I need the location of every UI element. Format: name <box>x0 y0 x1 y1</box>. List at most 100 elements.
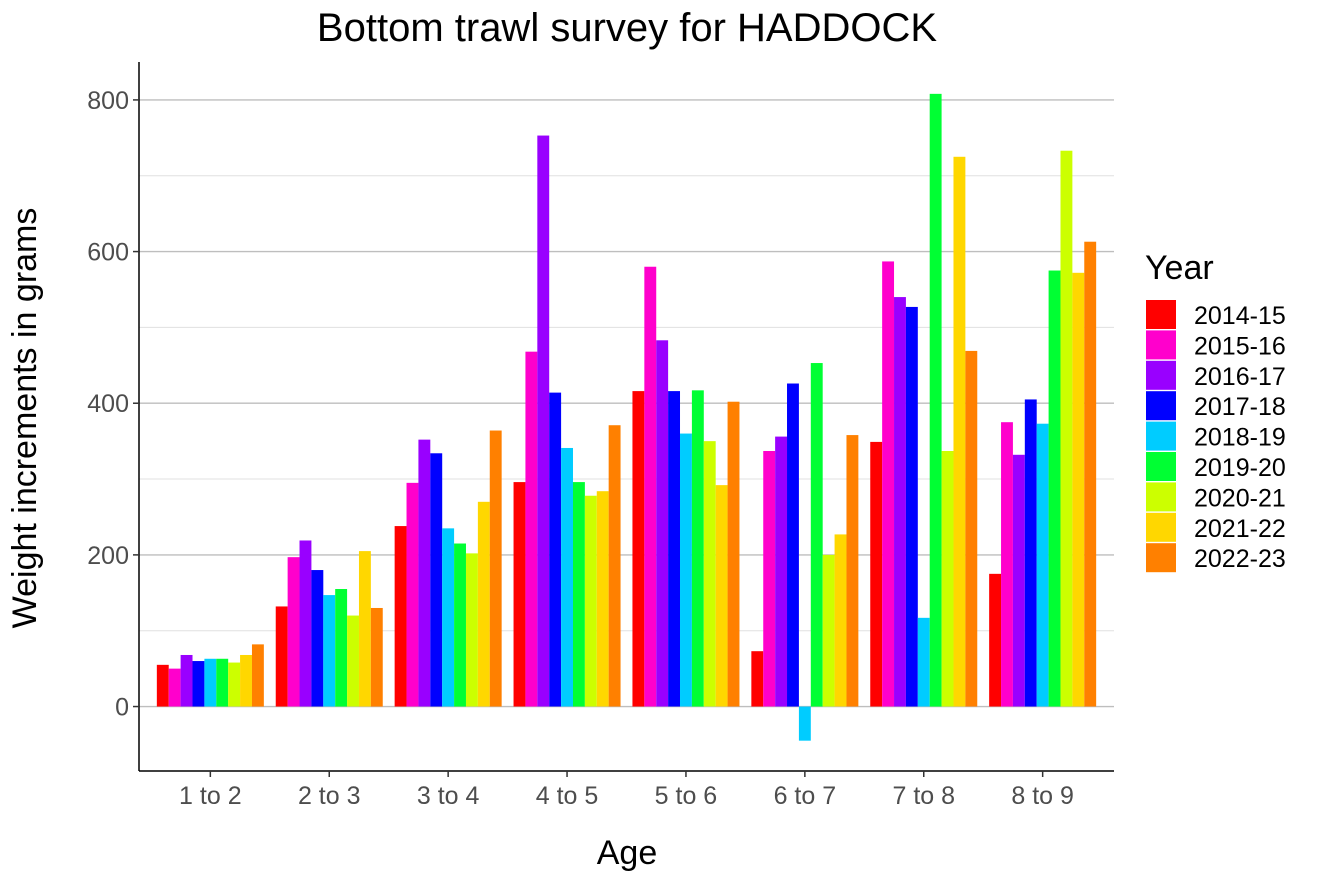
bar <box>941 451 954 707</box>
bars <box>156 93 1097 741</box>
bar <box>204 658 217 707</box>
bar <box>798 706 811 741</box>
x-tick-label: 5 to 6 <box>655 782 718 810</box>
bar <box>668 391 681 707</box>
bar <box>561 447 573 707</box>
axes <box>133 62 1114 777</box>
legend-label: 2021-22 <box>1194 515 1286 543</box>
bar <box>465 553 478 707</box>
bar <box>680 433 692 707</box>
x-axis-title: Age <box>597 834 658 872</box>
legend-key <box>1146 482 1176 512</box>
bar <box>953 156 966 707</box>
bar <box>477 501 490 707</box>
legend-key <box>1146 543 1176 573</box>
bar <box>1012 454 1025 707</box>
legend-key <box>1146 330 1176 360</box>
bar <box>442 528 455 707</box>
bar <box>1060 150 1073 707</box>
bar <box>180 654 193 707</box>
x-tick-label: 1 to 2 <box>179 782 242 810</box>
bar <box>406 482 419 707</box>
bar <box>251 644 264 707</box>
bar <box>787 383 799 707</box>
bar <box>775 436 788 707</box>
y-axis-title: Weight increments in grams <box>6 208 44 629</box>
bar <box>656 340 669 707</box>
bar <box>311 570 324 707</box>
bar <box>882 261 895 707</box>
legend-label: 2016-17 <box>1194 363 1286 391</box>
bar <box>572 482 585 707</box>
y-tick-label: 600 <box>87 239 129 267</box>
bar <box>168 668 181 707</box>
bar <box>644 266 657 707</box>
x-tick-label: 8 to 9 <box>1011 782 1074 810</box>
legend-key <box>1146 360 1176 390</box>
bar <box>870 441 883 707</box>
bar <box>751 651 764 707</box>
x-tick-label: 2 to 3 <box>298 782 361 810</box>
x-tick-labels: 1 to 2 2 to 3 3 to 4 4 to 5 5 to 6 6 to 7 7 to… <box>179 782 1074 810</box>
bar <box>1048 270 1061 707</box>
y-tick-label: 0 <box>115 694 129 722</box>
bar <box>917 617 930 707</box>
x-tick-label: 3 to 4 <box>417 782 480 810</box>
legend-label: 2014-15 <box>1194 302 1286 330</box>
x-tick-label: 6 to 7 <box>774 782 837 810</box>
legend-title: Year <box>1145 249 1214 287</box>
legend-key <box>1146 452 1176 481</box>
bar <box>1001 422 1013 707</box>
legend-label: 2018-19 <box>1194 424 1286 452</box>
x-tick-label: 7 to 8 <box>892 782 955 810</box>
bar <box>358 551 371 707</box>
bar <box>549 392 562 707</box>
bar <box>216 658 229 707</box>
bar <box>418 439 431 707</box>
bar <box>846 435 859 707</box>
legend-label: 2019-20 <box>1194 454 1286 482</box>
bar <box>703 441 716 707</box>
bar <box>727 401 740 707</box>
bar <box>335 589 348 707</box>
bar <box>1024 399 1037 707</box>
legend-key <box>1146 300 1176 329</box>
bar <box>763 451 776 707</box>
bar <box>929 93 942 707</box>
bar <box>347 615 359 707</box>
legend-label: 2015-16 <box>1194 332 1286 360</box>
bar <box>287 557 300 707</box>
bar <box>156 664 169 707</box>
bar <box>905 306 918 707</box>
chart-title: Bottom trawl survey for HADDOCK <box>317 6 937 50</box>
bar <box>299 540 312 707</box>
legend-key <box>1146 391 1176 421</box>
bar <box>489 430 502 707</box>
bar <box>691 390 704 707</box>
bar <box>240 654 252 707</box>
bar <box>834 534 847 707</box>
bar <box>525 351 538 707</box>
bar <box>537 135 550 707</box>
bar <box>430 453 443 707</box>
x-tick-label: 4 to 5 <box>536 782 599 810</box>
bar <box>608 425 621 707</box>
legend-label: 2022-23 <box>1194 545 1286 573</box>
legend-key <box>1146 512 1176 542</box>
bar <box>989 573 1002 707</box>
bar <box>394 526 407 707</box>
y-tick-labels: 0 200 400 600 800 <box>87 87 129 722</box>
bar <box>1036 423 1049 707</box>
y-tick-label: 800 <box>87 87 129 115</box>
bar <box>894 297 906 707</box>
y-tick-label: 400 <box>87 390 129 418</box>
y-tick-label: 200 <box>87 542 129 570</box>
bar <box>513 482 526 707</box>
bar <box>584 495 597 707</box>
legend-key <box>1146 421 1176 451</box>
bar <box>965 350 978 707</box>
bar <box>715 485 728 707</box>
bar <box>1084 241 1097 707</box>
